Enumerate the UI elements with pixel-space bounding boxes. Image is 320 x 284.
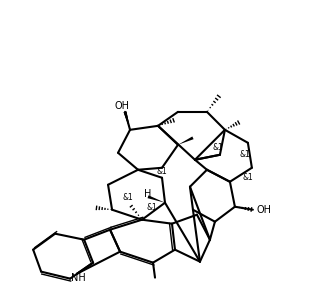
Text: &1: &1	[123, 193, 133, 202]
Text: H: H	[144, 189, 152, 199]
Polygon shape	[148, 195, 165, 203]
Text: NH: NH	[71, 273, 85, 283]
Text: &1: &1	[212, 143, 223, 152]
Text: OH: OH	[256, 205, 271, 215]
Text: &1: &1	[147, 203, 157, 212]
Text: OH: OH	[115, 101, 130, 111]
Polygon shape	[124, 111, 130, 130]
Polygon shape	[124, 111, 130, 130]
Polygon shape	[178, 136, 194, 145]
Text: &1: &1	[239, 150, 250, 159]
Text: &1: &1	[243, 173, 253, 182]
Text: &1: &1	[156, 167, 167, 176]
